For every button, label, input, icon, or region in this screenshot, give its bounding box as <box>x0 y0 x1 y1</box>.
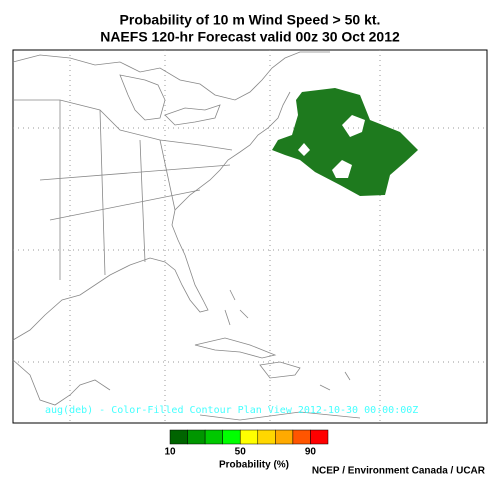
credit: NCEP / Environment Canada / UCAR <box>312 466 486 477</box>
colorbar: 10 50 90 <box>164 429 329 458</box>
colorbar-swatch <box>204 429 223 445</box>
lake <box>164 104 221 126</box>
colorbar-swatch <box>169 429 188 445</box>
title-line: NAEFS 120-hr Forecast valid 00z 30 Oct 2… <box>100 29 400 45</box>
coast <box>12 359 361 421</box>
island <box>194 337 277 359</box>
map-footer: aug(deb) - Color-Filled Contour Plan Vie… <box>45 405 418 416</box>
lake <box>119 74 166 121</box>
probability-area <box>272 88 418 196</box>
graticule <box>13 50 487 423</box>
colorbar-swatch <box>257 429 276 445</box>
border <box>12 51 330 101</box>
map-frame <box>12 49 488 424</box>
colorbar-label: 10 <box>164 447 176 458</box>
colorbar-swatch <box>310 429 329 445</box>
colorbar-swatch <box>187 429 206 445</box>
colorbar-label: 90 <box>305 447 317 458</box>
colorbar-swatch <box>222 429 241 445</box>
islands <box>224 289 351 391</box>
coastlines <box>12 51 361 421</box>
colorbar-title: Probability (%) <box>219 460 289 471</box>
colorbar-swatch <box>239 429 259 445</box>
coast <box>12 91 291 341</box>
colorbar-swatch <box>292 429 311 445</box>
colorbar-label: 50 <box>235 447 247 458</box>
colorbar-swatch <box>275 429 294 445</box>
map: aug(deb) - Color-Filled Contour Plan Vie… <box>12 49 488 424</box>
state-lines <box>13 99 233 280</box>
title-line: Probability of 10 m Wind Speed > 50 kt. <box>120 12 381 28</box>
island <box>259 361 301 379</box>
